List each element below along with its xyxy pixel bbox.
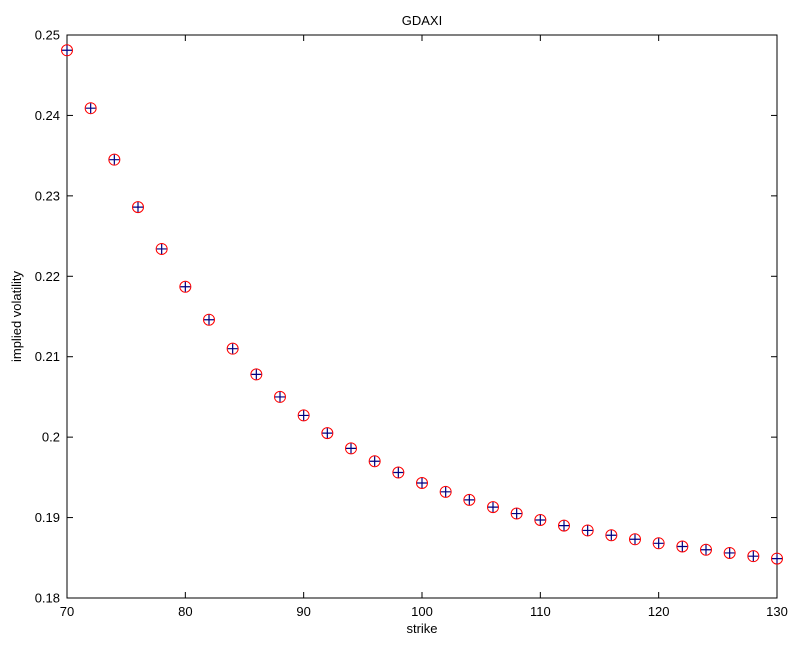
plus-point: [298, 410, 309, 421]
plus-point: [440, 486, 451, 497]
plus-point: [701, 544, 711, 555]
plus-point: [511, 508, 522, 519]
plus-point: [559, 520, 569, 531]
y-tick-label: 0.25: [35, 28, 60, 43]
plus-point: [180, 281, 191, 292]
circle-point: [61, 44, 73, 57]
circle-point: [534, 513, 547, 526]
circle-point: [558, 519, 570, 532]
circle-point: [605, 529, 618, 542]
circle-point: [747, 550, 760, 563]
y-tick-label: 0.18: [35, 591, 60, 606]
plus-point: [85, 103, 96, 114]
circle-point: [321, 427, 334, 440]
plus-point: [535, 514, 546, 525]
circle-point: [771, 552, 783, 565]
circle-point: [723, 546, 736, 559]
circle-point: [439, 485, 452, 498]
x-tick-label: 110: [530, 604, 551, 619]
circle-point: [274, 390, 286, 403]
x-tick-label: 130: [766, 604, 788, 619]
plus-point: [724, 547, 735, 558]
x-tick-label: 100: [411, 604, 433, 619]
circle-point: [155, 242, 168, 255]
circle-point: [487, 501, 499, 514]
circle-point: [297, 409, 310, 422]
plus-point: [417, 477, 427, 488]
plus-point: [582, 525, 593, 536]
y-tick-label: 0.2: [42, 430, 60, 445]
circle-point: [250, 368, 263, 381]
x-tick-label: 80: [178, 604, 192, 619]
plus-point: [156, 243, 167, 254]
data-markers: [61, 44, 783, 565]
plus-point: [772, 553, 782, 564]
plus-point: [393, 467, 404, 478]
x-tick-label: 70: [60, 604, 74, 619]
chart-title: GDAXI: [402, 13, 442, 28]
y-tick-label: 0.21: [35, 349, 60, 364]
y-axis-label: implied volatility: [9, 270, 24, 362]
circle-point: [581, 524, 594, 537]
plus-point: [748, 551, 759, 562]
plus-point: [62, 45, 72, 56]
plus-point: [227, 343, 238, 354]
y-tick-label: 0.22: [35, 269, 60, 284]
plus-point: [346, 443, 356, 454]
circle-point: [108, 153, 121, 166]
plot-area: [66, 34, 778, 599]
plus-point: [275, 391, 285, 402]
x-tick-label: 90: [296, 604, 310, 619]
circle-point: [510, 507, 523, 520]
circle-point: [416, 476, 428, 489]
plus-point: [464, 494, 475, 505]
plus-point: [606, 530, 617, 541]
circle-point: [84, 102, 97, 115]
circle-point: [345, 442, 357, 455]
circle-point: [203, 313, 215, 326]
circle-point: [226, 342, 239, 355]
plus-point: [369, 456, 380, 467]
plus-point: [251, 369, 262, 380]
x-axis-label: strike: [406, 621, 437, 636]
y-tick-label: 0.19: [35, 510, 60, 525]
circle-point: [463, 493, 476, 506]
plus-point: [630, 534, 640, 545]
circle-point: [368, 455, 381, 468]
plus-point: [109, 154, 120, 165]
circle-point: [629, 533, 641, 546]
y-tick-label: 0.24: [35, 108, 60, 123]
x-tick-label: 120: [648, 604, 670, 619]
plus-point: [677, 541, 688, 552]
plus-point: [653, 538, 664, 549]
circle-point: [676, 540, 689, 553]
plus-point: [322, 428, 333, 439]
axis-ticks: 70 80 90 100 110 120 130 0.18 0.19 0.2 0.21 0.22 0.2…: [35, 28, 788, 620]
circle-point: [179, 280, 192, 293]
circle-point: [652, 537, 665, 550]
plus-point: [204, 314, 214, 325]
plus-point: [133, 202, 143, 213]
plus-point: [488, 502, 498, 513]
y-tick-label: 0.23: [35, 188, 60, 203]
circle-point: [392, 466, 405, 479]
circle-point: [132, 201, 144, 214]
circle-point: [700, 543, 712, 556]
